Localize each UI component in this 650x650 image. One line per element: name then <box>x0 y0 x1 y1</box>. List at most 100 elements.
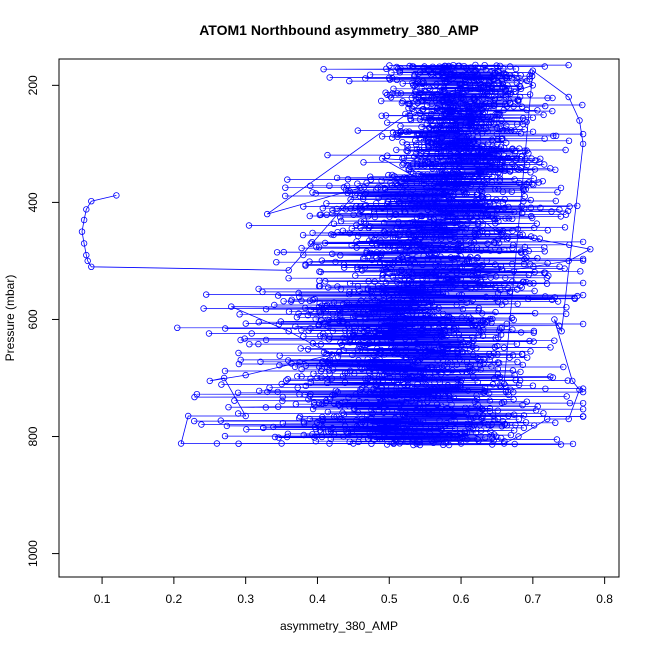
data-point <box>420 176 427 183</box>
data-point <box>439 164 447 171</box>
data-point <box>388 182 396 189</box>
data-point <box>393 278 401 286</box>
data-point <box>368 406 375 413</box>
data-point <box>354 180 361 187</box>
data-point <box>393 380 400 387</box>
data-point <box>404 148 411 155</box>
data-point <box>113 192 120 199</box>
data-point <box>402 327 409 334</box>
data-point <box>220 374 228 382</box>
data-point <box>411 72 418 80</box>
data-point <box>346 288 353 295</box>
data-point <box>441 393 449 400</box>
data-point <box>306 297 313 304</box>
data-point <box>367 173 374 180</box>
data-point <box>488 136 495 143</box>
data-point <box>332 258 339 266</box>
data-point <box>420 64 427 72</box>
data-point <box>486 356 493 364</box>
data-point <box>480 360 487 367</box>
data-point <box>373 418 381 425</box>
data-point <box>427 175 435 183</box>
data-point <box>447 254 454 261</box>
data-point <box>381 259 388 267</box>
data-point <box>221 432 229 440</box>
data-point <box>393 269 400 276</box>
data-point <box>479 310 486 317</box>
data-point <box>532 407 540 414</box>
data-point <box>463 299 470 306</box>
data-point <box>463 145 471 152</box>
data-point <box>395 431 402 439</box>
data-point <box>364 356 371 363</box>
data-point <box>509 215 516 222</box>
data-point <box>326 367 333 374</box>
data-point <box>359 193 367 200</box>
data-point <box>484 230 491 237</box>
data-point <box>479 262 486 269</box>
data-point <box>429 280 436 288</box>
data-point <box>516 377 524 384</box>
data-point <box>376 402 383 409</box>
data-point <box>379 376 387 384</box>
data-point <box>419 418 427 425</box>
data-point <box>414 156 421 163</box>
data-point <box>463 190 470 197</box>
data-point <box>462 202 469 209</box>
data-point <box>509 260 516 268</box>
data-point <box>410 194 418 202</box>
data-point <box>333 174 341 182</box>
data-point <box>526 91 534 98</box>
data-point <box>456 436 464 444</box>
data-point <box>388 392 396 399</box>
data-point <box>206 377 213 385</box>
data-point <box>309 189 316 196</box>
data-point <box>262 336 270 344</box>
data-point <box>343 335 350 342</box>
data-point <box>393 225 400 232</box>
data-point <box>408 383 416 390</box>
data-point <box>473 98 481 105</box>
data-point <box>392 392 400 399</box>
data-point <box>439 281 446 288</box>
data-point <box>394 90 401 97</box>
data-point <box>307 375 314 382</box>
data-point <box>571 294 578 302</box>
data-point <box>382 429 389 436</box>
data-point <box>492 88 499 95</box>
data-point <box>318 433 326 441</box>
data-point <box>436 379 444 386</box>
data-point <box>398 428 405 435</box>
data-point <box>318 257 326 264</box>
data-point <box>427 210 435 217</box>
data-point <box>337 312 344 320</box>
data-point <box>500 106 508 114</box>
data-point <box>407 201 415 209</box>
data-point <box>474 435 481 443</box>
data-point <box>391 327 398 335</box>
data-point <box>426 250 433 258</box>
data-point <box>386 228 393 236</box>
data-point <box>80 240 88 247</box>
data-point <box>451 425 459 432</box>
data-point <box>236 311 243 318</box>
data-point <box>297 345 304 352</box>
data-point <box>432 262 439 269</box>
data-point <box>391 436 398 444</box>
data-point <box>486 397 494 404</box>
data-point <box>439 262 447 269</box>
data-point <box>371 278 378 285</box>
data-point <box>505 203 512 211</box>
data-point <box>411 259 419 266</box>
data-point <box>306 415 313 423</box>
data-point <box>346 438 353 445</box>
data-point <box>465 77 472 85</box>
data-point <box>418 97 425 105</box>
data-point <box>444 180 452 187</box>
data-point <box>438 343 445 350</box>
data-point <box>494 289 502 297</box>
data-point <box>467 416 474 423</box>
data-point <box>579 320 587 328</box>
data-point <box>462 155 470 162</box>
